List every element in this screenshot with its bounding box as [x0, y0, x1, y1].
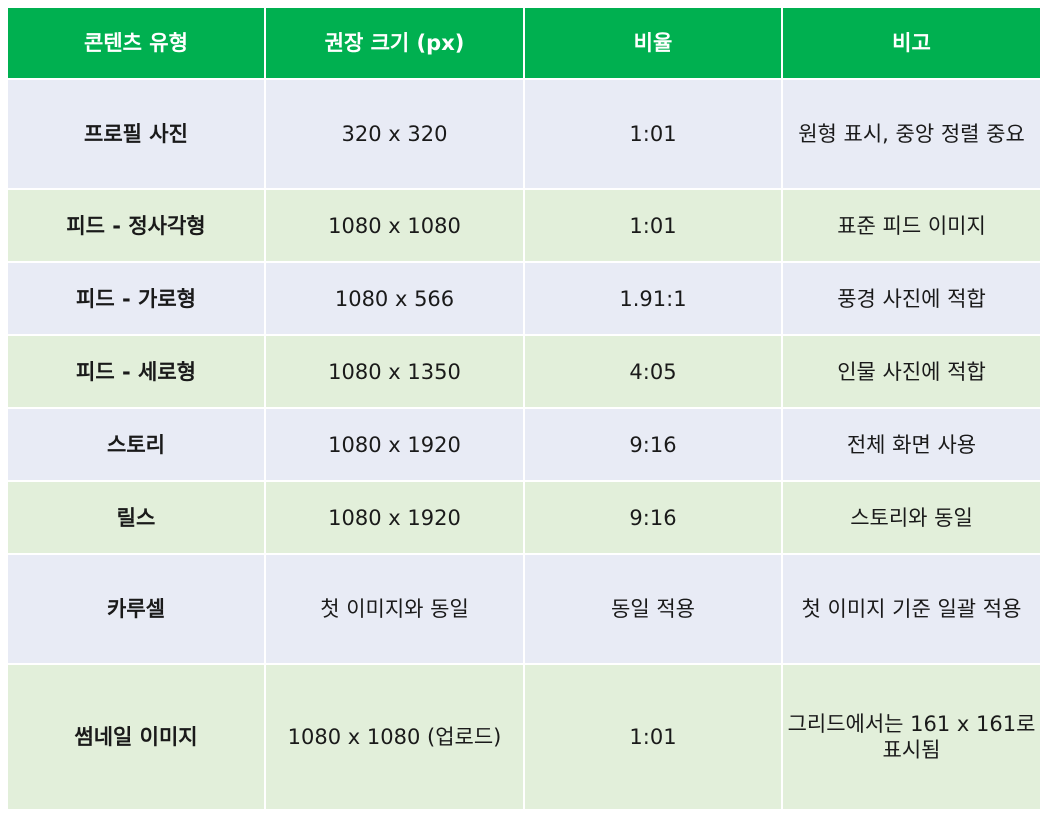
cell-note: 그리드에서는 161 x 161로 표시됨 — [781, 663, 1042, 811]
table-header-row: 콘텐츠 유형 권장 크기 (px) 비율 비고 — [6, 6, 1042, 80]
cell-note: 인물 사진에 적합 — [781, 334, 1042, 409]
cell-note: 원형 표시, 중앙 정렬 중요 — [781, 78, 1042, 190]
table-row: 프로필 사진 320 x 320 1:01 원형 표시, 중앙 정렬 중요 — [6, 78, 1042, 190]
table-row: 릴스 1080 x 1920 9:16 스토리와 동일 — [6, 480, 1042, 555]
table-row: 피드 - 가로형 1080 x 566 1.91:1 풍경 사진에 적합 — [6, 261, 1042, 336]
cell-note: 표준 피드 이미지 — [781, 188, 1042, 263]
cell-ratio: 동일 적용 — [523, 553, 783, 665]
cell-type: 카루셀 — [6, 553, 266, 665]
cell-note: 풍경 사진에 적합 — [781, 261, 1042, 336]
cell-ratio: 9:16 — [523, 407, 783, 482]
cell-type: 피드 - 가로형 — [6, 261, 266, 336]
cell-size: 1080 x 1350 — [264, 334, 525, 409]
cell-type: 릴스 — [6, 480, 266, 555]
cell-ratio: 9:16 — [523, 480, 783, 555]
cell-ratio: 4:05 — [523, 334, 783, 409]
cell-type: 스토리 — [6, 407, 266, 482]
cell-ratio: 1.91:1 — [523, 261, 783, 336]
cell-size: 320 x 320 — [264, 78, 525, 190]
header-ratio: 비율 — [523, 6, 783, 80]
header-recommended-size: 권장 크기 (px) — [264, 6, 525, 80]
table-row: 피드 - 정사각형 1080 x 1080 1:01 표준 피드 이미지 — [6, 188, 1042, 263]
header-note: 비고 — [781, 6, 1042, 80]
table-row: 피드 - 세로형 1080 x 1350 4:05 인물 사진에 적합 — [6, 334, 1042, 409]
cell-ratio: 1:01 — [523, 78, 783, 190]
cell-size: 1080 x 566 — [264, 261, 525, 336]
cell-size: 1080 x 1080 — [264, 188, 525, 263]
cell-note: 스토리와 동일 — [781, 480, 1042, 555]
cell-ratio: 1:01 — [523, 188, 783, 263]
table-row: 스토리 1080 x 1920 9:16 전체 화면 사용 — [6, 407, 1042, 482]
cell-note: 첫 이미지 기준 일괄 적용 — [781, 553, 1042, 665]
table-row: 카루셀 첫 이미지와 동일 동일 적용 첫 이미지 기준 일괄 적용 — [6, 553, 1042, 665]
cell-ratio: 1:01 — [523, 663, 783, 811]
content-size-table: 콘텐츠 유형 권장 크기 (px) 비율 비고 프로필 사진 320 x 320… — [6, 6, 1042, 811]
cell-type: 썸네일 이미지 — [6, 663, 266, 811]
content-size-table-wrapper: 콘텐츠 유형 권장 크기 (px) 비율 비고 프로필 사진 320 x 320… — [6, 6, 1042, 811]
cell-type: 피드 - 정사각형 — [6, 188, 266, 263]
cell-type: 프로필 사진 — [6, 78, 266, 190]
cell-size: 1080 x 1080 (업로드) — [264, 663, 525, 811]
cell-size: 1080 x 1920 — [264, 407, 525, 482]
table-row: 썸네일 이미지 1080 x 1080 (업로드) 1:01 그리드에서는 16… — [6, 663, 1042, 811]
cell-size: 1080 x 1920 — [264, 480, 525, 555]
header-content-type: 콘텐츠 유형 — [6, 6, 266, 80]
cell-size: 첫 이미지와 동일 — [264, 553, 525, 665]
cell-note: 전체 화면 사용 — [781, 407, 1042, 482]
cell-type: 피드 - 세로형 — [6, 334, 266, 409]
